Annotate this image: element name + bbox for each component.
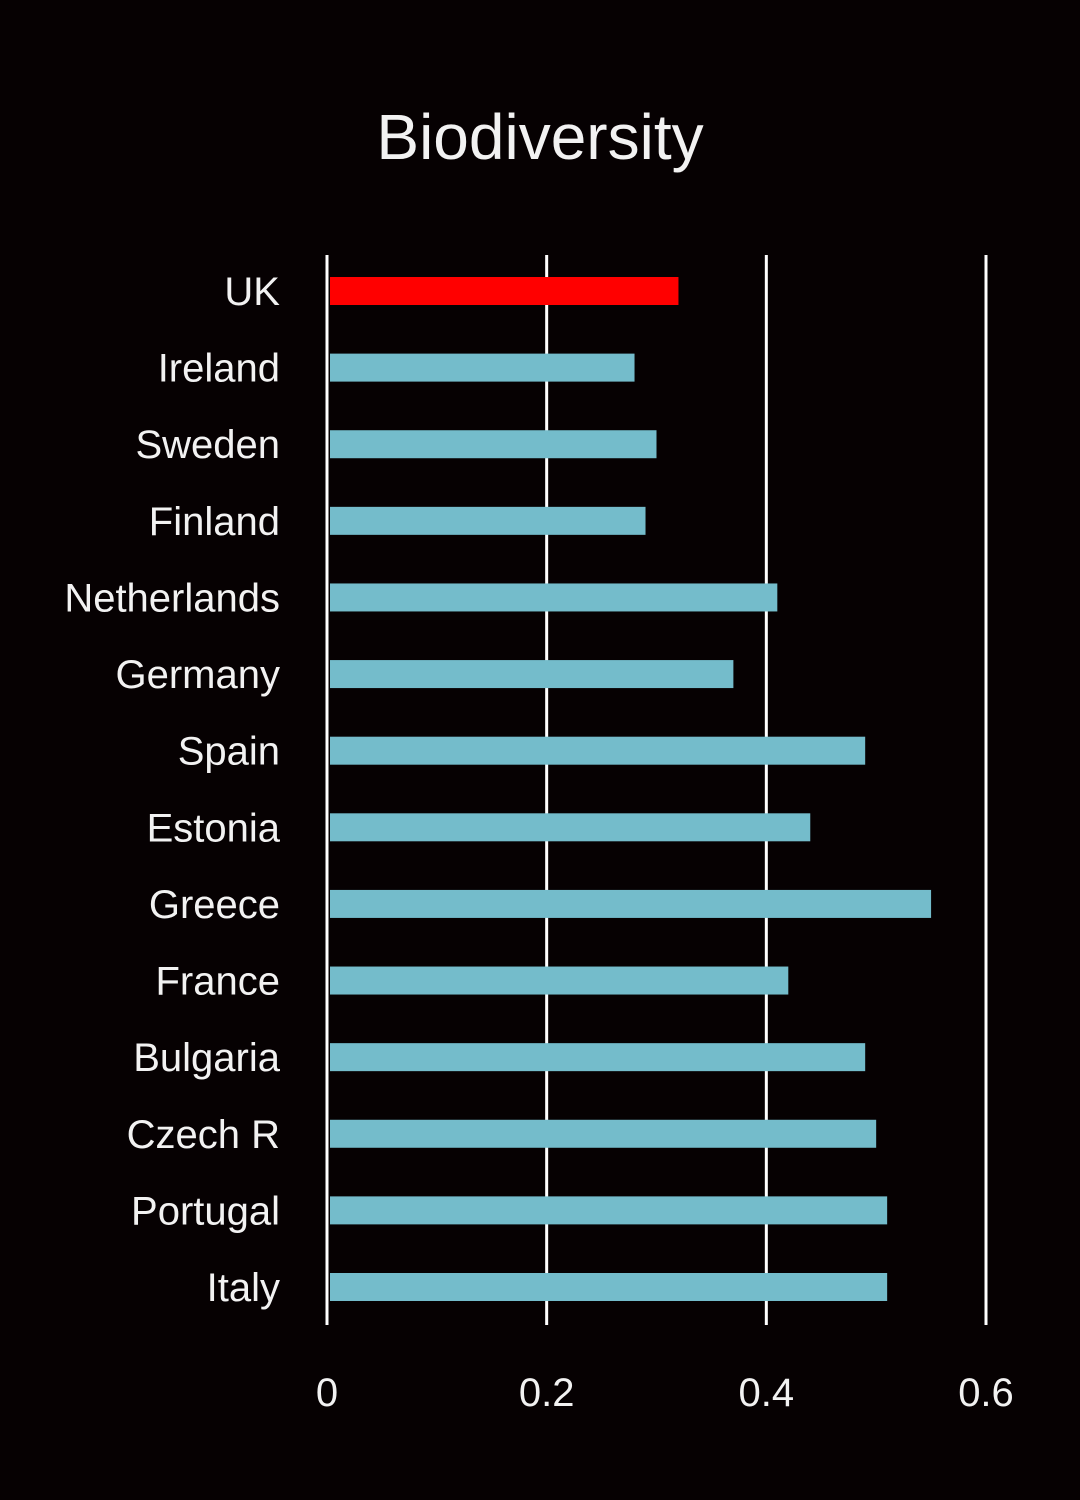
category-label: Bulgaria bbox=[133, 1036, 281, 1080]
category-label: Sweden bbox=[135, 423, 280, 467]
bar-czech-r bbox=[330, 1119, 877, 1148]
bar-greece bbox=[330, 889, 932, 918]
bar-estonia bbox=[330, 813, 811, 842]
category-label: Ireland bbox=[158, 347, 280, 391]
category-label: Estonia bbox=[147, 806, 281, 850]
category-label: Spain bbox=[178, 730, 280, 774]
category-label: Greece bbox=[149, 883, 280, 927]
bar-bulgaria bbox=[330, 1043, 866, 1072]
bar-uk bbox=[330, 277, 679, 305]
chart-title: Biodiversity bbox=[376, 101, 704, 173]
bar-ireland bbox=[330, 353, 635, 382]
x-tick-label: 0.4 bbox=[739, 1371, 795, 1415]
category-label: Finland bbox=[149, 500, 280, 544]
x-tick-label: 0.2 bbox=[519, 1371, 575, 1415]
bar-portugal bbox=[330, 1196, 888, 1225]
bar-spain bbox=[330, 736, 866, 765]
x-tick-label: 0 bbox=[316, 1371, 338, 1415]
category-label: Czech R bbox=[127, 1113, 280, 1157]
category-label: Germany bbox=[116, 653, 281, 697]
bar-netherlands bbox=[330, 583, 778, 612]
bar-france bbox=[330, 966, 789, 995]
category-label: Portugal bbox=[131, 1189, 280, 1233]
bar-germany bbox=[330, 660, 734, 689]
bar-finland bbox=[330, 506, 646, 535]
bar-sweden bbox=[330, 430, 657, 459]
category-label: UK bbox=[224, 270, 280, 314]
x-tick-label: 0.6 bbox=[958, 1371, 1014, 1415]
category-label: Netherlands bbox=[64, 576, 280, 620]
bar-italy bbox=[330, 1273, 888, 1301]
category-label: Italy bbox=[207, 1266, 280, 1310]
category-label: France bbox=[156, 960, 281, 1004]
